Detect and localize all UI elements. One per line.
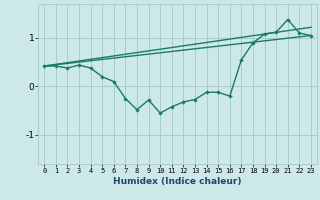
X-axis label: Humidex (Indice chaleur): Humidex (Indice chaleur) — [113, 177, 242, 186]
